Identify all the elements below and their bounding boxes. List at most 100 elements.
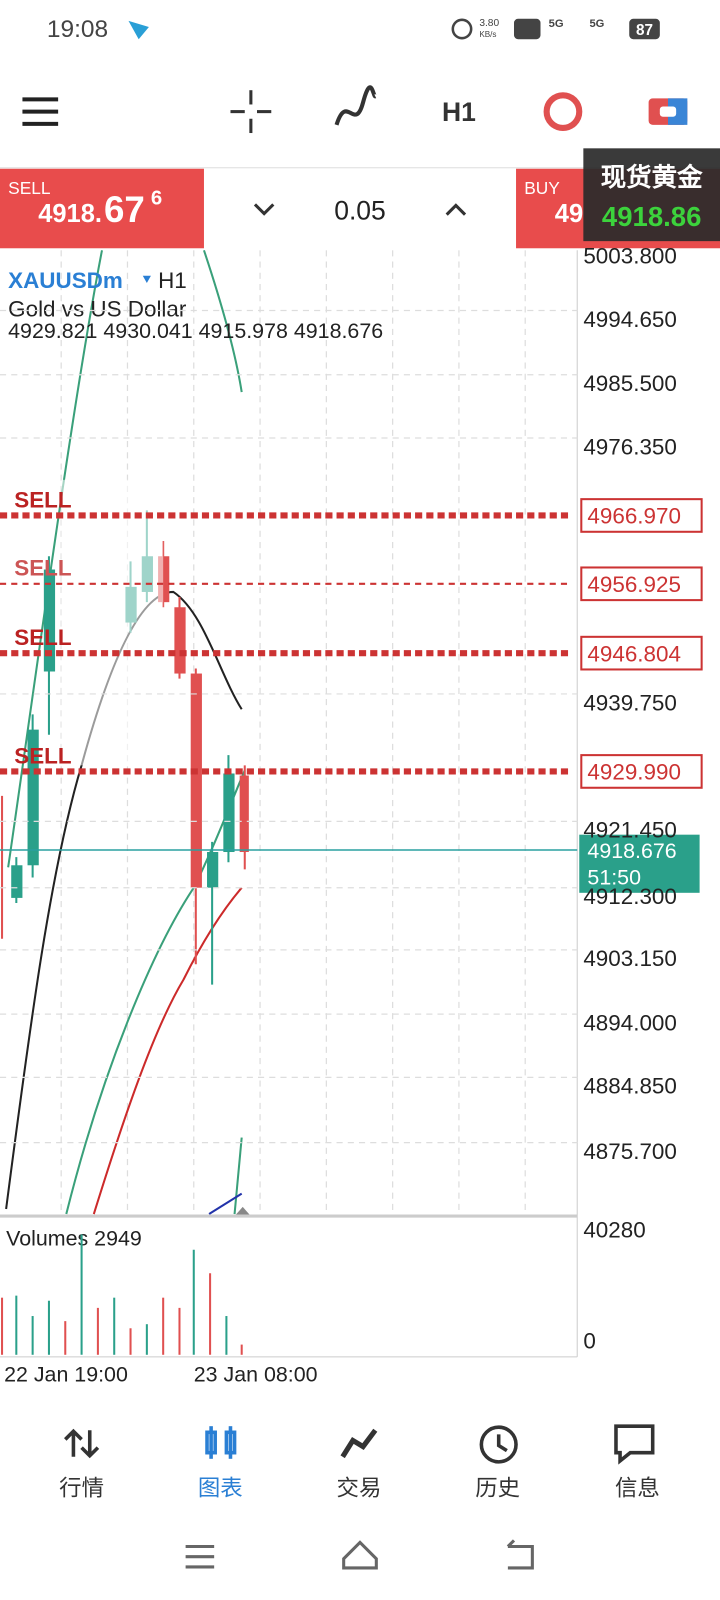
trade-icon-half: [667, 98, 688, 125]
order-price-box: [580, 498, 703, 533]
order-line-label: SELL: [14, 487, 71, 512]
nav-icon[interactable]: [64, 1428, 100, 1459]
overlay-price: 4918.86: [602, 201, 701, 232]
sys-menu[interactable]: [185, 1544, 215, 1569]
price-axis-label: 4976.350: [583, 434, 677, 459]
hd-icon: [513, 18, 541, 40]
symbol-dropdown[interactable]: [142, 275, 151, 283]
candle: [207, 852, 219, 888]
candle: [190, 673, 202, 888]
symbol[interactable]: XAUUSDm: [8, 268, 123, 293]
price-axis-label: 4921.450: [583, 818, 677, 843]
candle: [43, 569, 56, 672]
sell-price-big: 67: [104, 189, 145, 230]
price-axis-label: 4939.750: [583, 690, 677, 715]
network-1: 5G: [549, 18, 564, 30]
battery-level: 87: [636, 22, 653, 39]
price-overlay: [583, 148, 720, 242]
telegram-icon: [128, 20, 149, 40]
nav-icon[interactable]: [340, 1428, 378, 1459]
buy-price-partial: 49: [555, 200, 583, 228]
ma-line: [202, 249, 243, 393]
price-axis-label: 4884.850: [583, 1074, 677, 1099]
indicator-icon[interactable]: [334, 85, 378, 126]
bottom-nav: [0, 1393, 720, 1516]
ohlc: 4929.821 4930.041 4915.978 4918.676: [8, 319, 383, 343]
candle: [239, 775, 249, 853]
sell-label: SELL: [8, 178, 51, 198]
nav-label[interactable]: 图表: [198, 1476, 243, 1501]
order-price: 4956.925: [587, 572, 681, 597]
alarm-icon: [451, 18, 473, 40]
price-axis-label: 4985.500: [583, 371, 677, 396]
candle: [11, 865, 23, 898]
clock-icon[interactable]: [543, 92, 583, 131]
ma-line: [208, 1192, 243, 1215]
candle: [158, 556, 170, 603]
price-axis-label: 4903.150: [583, 946, 677, 971]
buy-label: BUY: [524, 178, 560, 198]
menu-icon[interactable]: [22, 97, 59, 126]
order-price-box: [580, 566, 703, 602]
timeframe-button[interactable]: H1: [442, 97, 476, 127]
status-time: 19:08: [47, 16, 108, 43]
price-axis-label: 4875.700: [583, 1139, 677, 1164]
current-price: 4918.676: [587, 839, 676, 863]
sys-back[interactable]: [506, 1539, 534, 1570]
nav-icon-hand: [496, 1434, 508, 1453]
grid: [60, 250, 526, 1215]
order-price: 4966.970: [587, 504, 681, 529]
nav-label[interactable]: 信息: [615, 1476, 660, 1501]
ma-line: [7, 250, 103, 868]
order-line-label: SELL: [14, 743, 71, 768]
order-price: 4946.804: [587, 641, 681, 666]
shift-marker: [234, 1206, 251, 1217]
volumes-label: Volumes 2949: [6, 1227, 142, 1251]
candle: [223, 773, 235, 853]
sell-button[interactable]: [0, 168, 204, 249]
order-price-box: [580, 754, 703, 789]
symbol-description: Gold vs US Dollar: [8, 297, 187, 322]
order-line-label: SELL: [14, 625, 71, 650]
nav-label[interactable]: 历史: [475, 1476, 520, 1501]
volume-bars: [1, 1234, 243, 1355]
sell-price-main: 4918.: [38, 200, 102, 228]
chart-timeframe: H1: [158, 268, 187, 293]
volume-up[interactable]: [445, 203, 467, 216]
network-2: 5G: [589, 18, 604, 30]
crosshair-icon[interactable]: [230, 90, 272, 134]
ma-line: [65, 770, 246, 1215]
nav-label[interactable]: 行情: [59, 1476, 104, 1501]
nav-icon[interactable]: [479, 1425, 518, 1464]
net-speed-unit: KB/s: [479, 30, 496, 39]
battery-icon: [629, 18, 660, 40]
order-price-box: [580, 635, 703, 671]
price-axis-label: 5003.800: [583, 244, 677, 269]
volume-axis-label: 0: [583, 1329, 595, 1354]
net-speed: 3.80: [479, 18, 499, 29]
volume-axis-label: 40280: [583, 1218, 645, 1243]
countdown: 51:50: [587, 866, 641, 890]
volume-value[interactable]: 0.05: [334, 196, 386, 226]
volume-down[interactable]: [253, 203, 275, 216]
current-price-box: [579, 834, 700, 893]
nav-label[interactable]: 交易: [337, 1476, 382, 1501]
nav-icon[interactable]: [614, 1424, 655, 1465]
price-axis-label: 4912.300: [583, 884, 677, 909]
price-axis-label: 4994.650: [583, 307, 677, 332]
time-axis-label: 22 Jan 19:00: [4, 1362, 128, 1386]
price-axis-label: 4894.000: [583, 1010, 677, 1035]
system-nav: [185, 1539, 534, 1570]
trade-icon-inner: [659, 106, 677, 117]
order-line-label: SELL: [14, 556, 71, 581]
blur-patch: [61, 479, 164, 766]
overlay-title: 现货黄金: [601, 163, 703, 192]
sys-home[interactable]: [342, 1540, 378, 1570]
sell-price-sup: 6: [151, 187, 162, 209]
candle: [27, 729, 39, 866]
nav-icon[interactable]: [205, 1426, 237, 1459]
order-price: 4929.990: [587, 760, 681, 785]
ma-line: [233, 1137, 243, 1215]
